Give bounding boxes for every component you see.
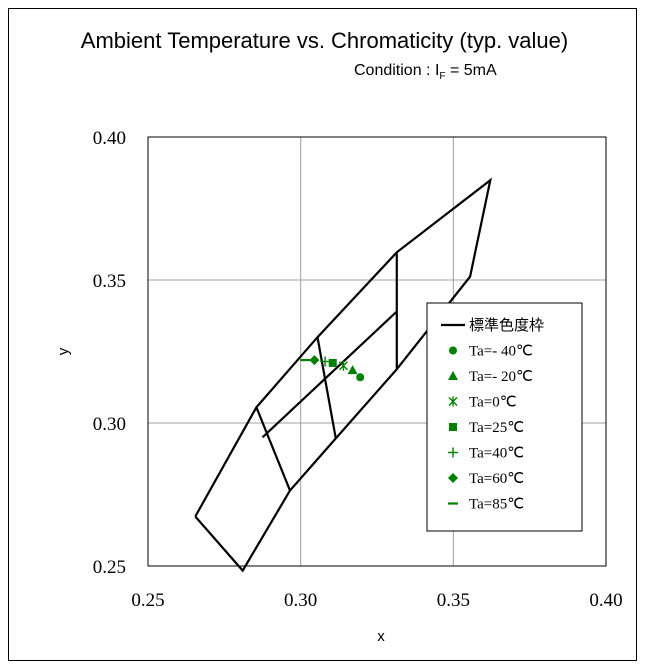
x-axis-label: x [377,628,385,645]
legend-label: 標準色度枠 [469,317,544,334]
legend-marker-plus [448,447,458,458]
data-point-triangle [347,365,358,375]
data-point-circle [356,373,365,382]
reference-frame-line [194,177,492,573]
chart-subtitle: Condition : IF = 5mA [354,62,497,82]
legend-box [426,302,583,532]
legend-marker-square [449,423,457,431]
x-tick-label: 0.40 [589,590,622,611]
data-points [300,355,365,382]
y-axis-label: y [55,347,72,355]
legend-label: Ta=0℃ [469,395,517,411]
legend-label: Ta=- 20℃ [469,369,533,385]
legend: 標準色度枠 Ta=- 40℃ Ta=- 20℃ Ta=0℃ Ta=25℃ Ta=40℃ Ta… [426,302,583,532]
x-tick-label: 0.30 [284,590,317,611]
legend-label: Ta=60℃ [469,471,524,487]
subtitle-subscript: F [439,71,446,83]
reference-frame-line [261,310,398,439]
chart-title: Ambient Temperature vs. Chromaticity (ty… [80,28,569,53]
data-point-square [328,358,337,367]
reference-frame-line [316,337,337,439]
legend-marker-diamond [448,473,458,483]
plot-area [147,136,607,567]
y-tick-label: 0.35 [93,271,126,292]
legend-marker-asterisk [448,396,458,407]
legend-label: Ta=40℃ [469,446,524,462]
legend-marker-circle [449,346,457,355]
x-tick-labels: 0.25 0.30 0.35 0.40 [131,590,622,611]
subtitle-prefix: Condition : I [354,62,440,79]
y-tick-labels: 0.25 0.30 0.35 0.40 [93,128,126,578]
legend-marker-triangle [448,371,458,380]
y-tick-label: 0.40 [93,128,126,149]
y-tick-label: 0.25 [93,557,126,578]
legend-label: Ta=85℃ [469,497,524,513]
legend-label: Ta=25℃ [469,420,524,436]
legend-label: Ta=- 40℃ [469,344,533,360]
y-tick-label: 0.30 [93,414,126,435]
data-point-diamond [309,355,320,366]
reference-frame-line [255,406,292,491]
standard-chromaticity-frame [194,177,492,573]
data-point-plus [320,356,331,367]
data-point-asterisk [338,360,348,371]
subtitle-suffix: = 5mA [445,62,497,79]
x-tick-label: 0.35 [437,590,470,611]
x-tick-label: 0.25 [131,590,164,611]
